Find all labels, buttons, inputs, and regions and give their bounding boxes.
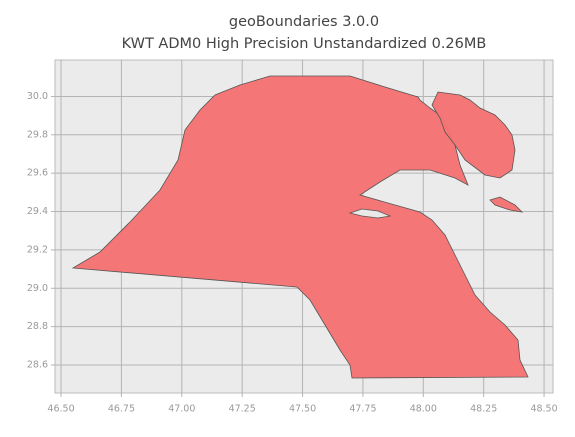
x-tick-label: 47.25 <box>229 404 256 415</box>
x-tick-label: 48.50 <box>530 404 557 415</box>
chart-subtitle: KWT ADM0 High Precision Unstandardized 0… <box>122 36 487 52</box>
y-tick-label: 29.6 <box>27 168 48 179</box>
island-failaka <box>489 196 524 213</box>
x-tick-label: 46.75 <box>108 404 135 415</box>
x-tick-label: 47.50 <box>289 404 316 415</box>
x-tick-label: 46.50 <box>47 404 74 415</box>
country-shape <box>71 75 529 379</box>
x-tick-label: 48.25 <box>470 404 497 415</box>
bay-water <box>348 208 392 219</box>
island-bubiyan <box>431 91 516 179</box>
y-tick-label: 29.2 <box>27 244 48 255</box>
x-tick-label: 47.75 <box>349 404 376 415</box>
y-tick-label: 29.0 <box>27 283 48 294</box>
x-tick-label: 48.00 <box>410 404 437 415</box>
y-tick-label: 28.6 <box>27 359 48 370</box>
y-tick-label: 29.8 <box>27 129 48 140</box>
y-tick-label: 30.0 <box>27 91 48 102</box>
y-tick-label: 29.4 <box>27 206 48 217</box>
chart-title: geoBoundaries 3.0.0 <box>229 14 379 30</box>
mainland <box>71 75 529 379</box>
y-tick-label: 28.8 <box>27 321 48 332</box>
x-tick-label: 47.00 <box>168 404 195 415</box>
